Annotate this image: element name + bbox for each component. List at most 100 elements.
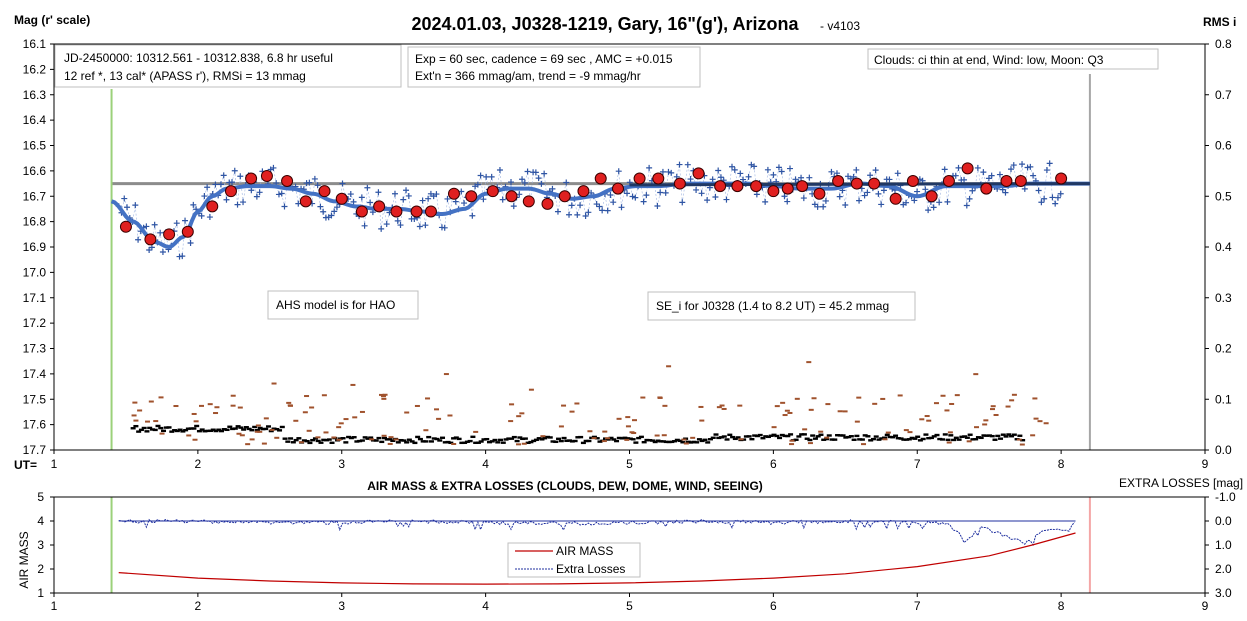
model-curve [110,181,1090,249]
rms-point [876,438,882,441]
rms-point [219,429,225,433]
rms-point [906,438,912,441]
rms-point [384,438,390,441]
rms-outlier-point [298,441,304,444]
rms-point [967,433,973,436]
rms-outlier-point [286,401,292,404]
rms-point [854,434,860,438]
rms-point [517,436,523,439]
rms-outlier-point [451,442,457,445]
rms-outlier-point [990,405,996,408]
raw-point [574,211,581,218]
rms-outlier-point [625,425,631,428]
rms-outlier-point [808,408,814,411]
rms-outlier-point [949,402,955,405]
rms-point [144,430,150,433]
raw-point [333,204,340,211]
rms-outlier-point [159,432,165,435]
lower-y2-tick-label: -1.0 [1215,490,1236,504]
rms-point [774,434,780,438]
rms-outlier-point [784,409,790,412]
rms-point [998,437,1004,440]
raw-point [684,161,691,168]
info-box-4: AHS model is for HAO [267,290,419,320]
y-tick-label: 17.5 [23,392,47,406]
raw-point [820,203,827,210]
rms-point [707,438,713,441]
rms-point [680,441,686,444]
raw-point [632,194,639,201]
raw-point [911,197,918,204]
rms-point [962,435,968,438]
raw-point [764,166,771,173]
rms-outlier-point [824,436,830,439]
rms-point [473,441,479,445]
info-box-2-line2: Ext'n = 366 mmag/am, trend = -9 mmag/hr [415,69,641,83]
rms-point [989,434,995,438]
lower-y-ticks-right: -1.0 0.0 1.0 2.0 3.0 [1205,490,1236,600]
raw-point [665,168,672,175]
rms-point [246,427,252,431]
rms-point [757,433,763,437]
rms-outlier-point [982,423,988,426]
raw-measurements [115,160,1064,260]
rms-point [326,438,332,441]
raw-point [132,202,139,209]
rms-point [804,437,810,440]
y-tick-label: 16.1 [23,37,47,51]
raw-point [745,173,752,180]
rms-point [752,434,758,437]
raw-point [566,211,573,218]
raw-point [204,184,211,191]
rms-point [277,429,283,432]
rms-point [815,435,821,438]
rms-point [136,430,142,433]
rms-outlier-point [331,436,337,439]
rms-point [981,434,987,437]
raw-point [499,196,506,203]
raw-point [190,201,197,208]
rms-outlier-point [993,414,999,417]
raw-point [988,172,995,179]
rms-point [442,441,448,444]
raw-point [607,192,614,199]
y2-tick-label: 0.4 [1215,240,1232,254]
rms-outlier-point [516,443,522,446]
rms-point [412,441,418,445]
rms-point [216,428,222,431]
median-point [813,187,826,200]
raw-point [151,221,158,228]
raw-point [452,198,459,205]
raw-point [405,192,412,199]
rms-point [547,436,553,439]
raw-point [1035,187,1042,194]
rms-outlier-point [789,443,795,446]
version-label: - v4103 [820,19,860,33]
rms-point [230,427,236,431]
rms-point [649,439,655,442]
rms-point [846,435,852,439]
rms-outlier-point [625,416,631,419]
rms-outlier-point [236,432,242,435]
raw-point [146,246,153,253]
rms-point [285,440,291,443]
rms-outlier-point [254,430,260,433]
rms-outlier-point [794,397,800,400]
x-tick-label: 1 [51,457,58,471]
rms-point [890,436,896,439]
x-tick-label: 8 [1058,457,1065,471]
rms-point [970,438,976,441]
raw-point [206,214,213,221]
rms-outlier-point [321,394,327,397]
rms-point [257,426,263,430]
rms-point [141,426,147,430]
rms-point [625,437,631,440]
rms-point [865,435,871,438]
raw-point [800,195,807,202]
rms-outlier-point [414,404,420,407]
rms-point [373,439,379,442]
rms-point [760,436,766,440]
lower-y2-tick-label: 1.0 [1215,538,1232,552]
rms-point [713,433,719,436]
rms-point [238,426,244,429]
